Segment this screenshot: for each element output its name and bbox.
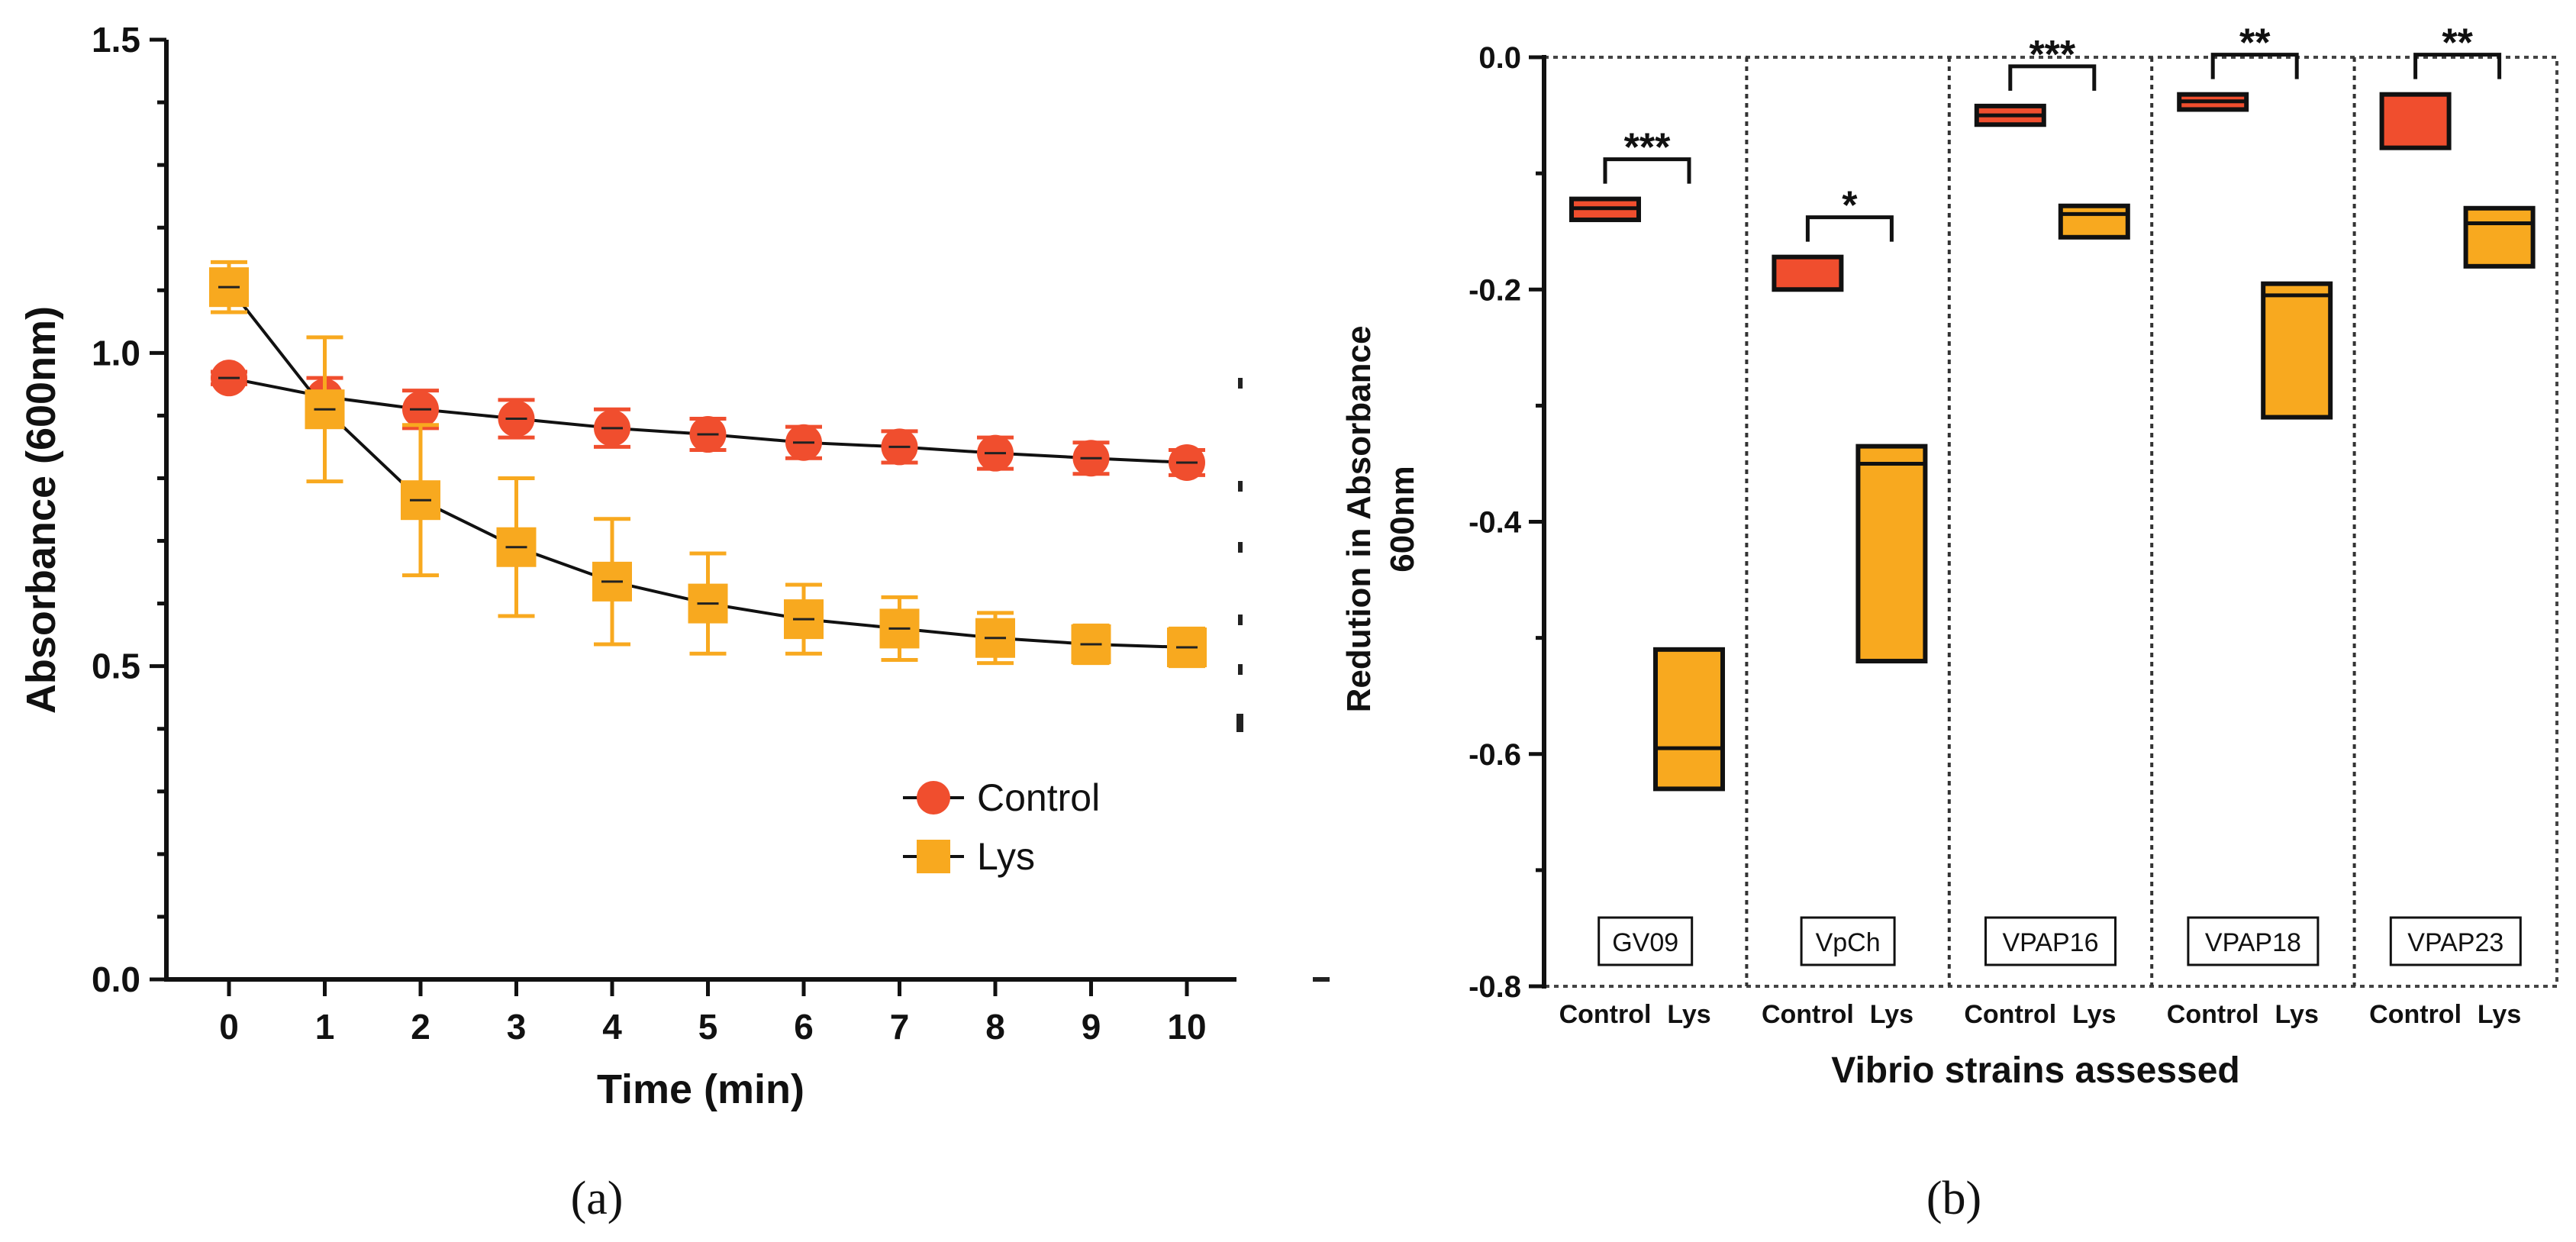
- significance-stars: ***: [1624, 126, 1671, 170]
- control-category-label: Control: [1559, 1000, 1652, 1029]
- panel-a-x-tick-label: 2: [411, 1007, 430, 1047]
- panel-b-y-axis-label-units: 600nm: [1384, 466, 1421, 572]
- significance-stars: **: [2239, 21, 2271, 66]
- strain-label-box: [2187, 916, 2320, 966]
- panel-b-x-axis-label: Vibrio strains assessed: [1831, 1050, 2239, 1091]
- panel-b-label: (b): [1926, 1173, 1981, 1224]
- strain-label-box: [1984, 916, 2117, 966]
- control-category-label: Control: [1762, 1000, 1854, 1029]
- significance-bracket: [2210, 53, 2299, 79]
- panel-a-x-tick-label: 9: [1082, 1007, 1101, 1047]
- strain-label: VPAP16: [2002, 928, 2098, 957]
- strain-label: VpCh: [1816, 928, 1881, 957]
- group-vpap23: Control Lys ** VPAP23: [2369, 21, 2536, 1029]
- panel-a-x-tick-label: 3: [507, 1007, 527, 1047]
- significance-bracket: [1805, 215, 1894, 242]
- panel-a-x-axis-label: Time (min): [597, 1066, 804, 1112]
- panel-a-x-tick-label: 8: [985, 1007, 1005, 1047]
- series-lys: [209, 260, 1207, 669]
- panel-a-right-edge-marks: [1236, 378, 1330, 982]
- legend-lys-label: Lys: [977, 835, 1035, 878]
- panel-b-y-tick-label: -0.8: [1469, 970, 1521, 1004]
- lys-category-label: Lys: [1667, 1000, 1710, 1029]
- control-bar: [2379, 92, 2452, 150]
- significance-bracket: [2413, 53, 2502, 79]
- group-vpap16: Control Lys *** VPAP16: [1964, 33, 2130, 1029]
- panel-b-y-tick-label: -0.6: [1469, 738, 1521, 772]
- lys-bar: [1855, 444, 1928, 664]
- significance-stars: *: [1842, 184, 1858, 228]
- panel-a-y-tick-label: 0.5: [92, 647, 140, 686]
- legend-control-marker: [917, 781, 950, 815]
- panel-a-x-tick-label: 6: [794, 1007, 814, 1047]
- control-category-label: Control: [2167, 1000, 2259, 1029]
- group-gv09: Control Lys *** GV09: [1559, 126, 1725, 1029]
- panel-a-x-tick-label: 5: [698, 1007, 718, 1047]
- strain-label: GV09: [1612, 928, 1678, 957]
- strain-label: VPAP18: [2205, 928, 2301, 957]
- panel-a-x-tick-label: 1: [315, 1007, 335, 1047]
- panel-a-chart: 0.0 0.5 1.0 1.5 0 1 2 3 4 5 6 7 8 9 10 Absorbance (60…: [18, 20, 1330, 1224]
- panel-a-y-axis-label: Absorbance (600nm): [18, 306, 64, 714]
- control-bar: [1772, 254, 1844, 292]
- panel-b-y-tick-label: -0.4: [1469, 506, 1522, 540]
- strain-label-box: [1598, 916, 1694, 966]
- legend-lys-marker: [917, 840, 950, 873]
- significance-bracket: [2008, 64, 2097, 91]
- legend-control-label: Control: [977, 776, 1100, 819]
- panel-a-x-tick-label: 0: [219, 1007, 239, 1047]
- panel-a-x-tick-label: 10: [1167, 1007, 1206, 1047]
- lys-bar: [2463, 205, 2536, 269]
- panel-a-label: (a): [571, 1173, 624, 1224]
- strain-label: VPAP23: [2407, 928, 2503, 957]
- panel-a-x-tick-label: 4: [602, 1007, 622, 1047]
- panel-a-y-tick-label: 1.0: [92, 333, 140, 373]
- lys-category-label: Lys: [2072, 1000, 2116, 1029]
- panel-b-chart: 0.0-0.2-0.4-0.6-0.8 Control Lys***GV09Con…: [1340, 21, 2558, 1224]
- group-vpch: Control Lys * VpCh: [1762, 184, 1928, 1029]
- panel-a-y-tick-label: 1.5: [92, 20, 140, 60]
- series-control: [211, 360, 1205, 481]
- panel-a-y-tick-label: 0.0: [92, 960, 140, 999]
- significance-bracket: [1603, 157, 1691, 184]
- panel-a-x-tick-label: 7: [890, 1007, 910, 1047]
- strain-label-box: [1800, 916, 1896, 966]
- significance-stars: ***: [2029, 33, 2075, 77]
- panel-b-y-tick-label: 0.0: [1478, 41, 1521, 75]
- control-category-label: Control: [2369, 1000, 2462, 1029]
- panel-a-legend: Control Lys: [903, 776, 1100, 878]
- strain-label-box: [2389, 916, 2522, 966]
- lys-category-label: Lys: [1870, 1000, 1913, 1029]
- panel-b-y-axis-label: Redution in Absorbance: [1340, 326, 1378, 713]
- significance-stars: **: [2442, 21, 2473, 66]
- panel-b-y-tick-label: -0.2: [1469, 273, 1521, 307]
- lys-bar: [2058, 203, 2130, 240]
- lys-category-label: Lys: [2478, 1000, 2521, 1029]
- lys-bar: [1653, 647, 1725, 792]
- lys-category-label: Lys: [2275, 1000, 2319, 1029]
- panel-b-plot-frame: [1543, 56, 2558, 988]
- group-vpap18: Control Lys ** VPAP18: [2167, 21, 2333, 1029]
- lys-bar: [2261, 281, 2333, 420]
- control-category-label: Control: [1964, 1000, 2056, 1029]
